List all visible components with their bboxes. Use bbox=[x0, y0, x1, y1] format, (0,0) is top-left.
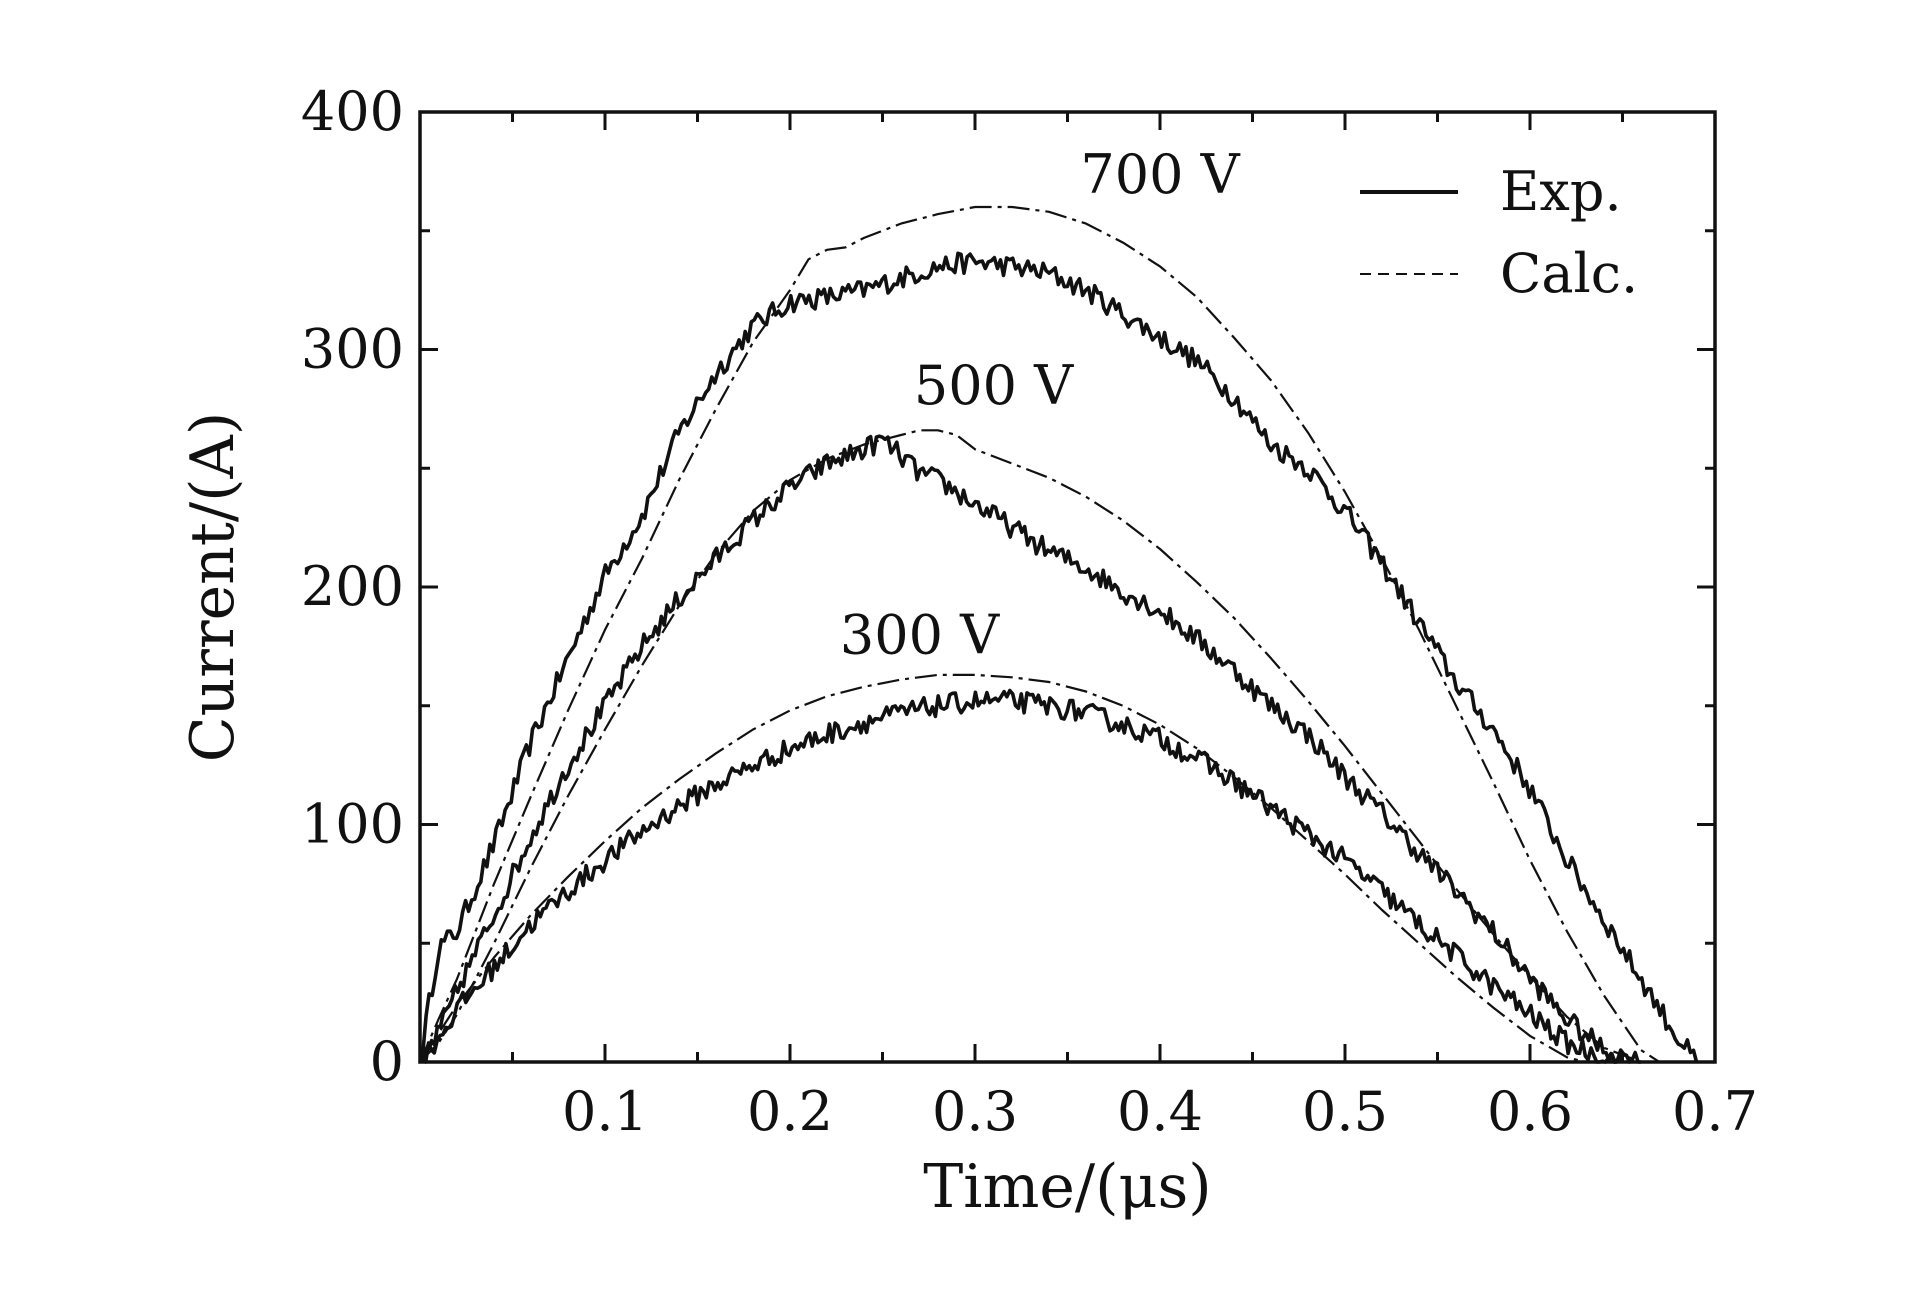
y-tick-label: 400 bbox=[301, 80, 404, 143]
y-tick-label: 200 bbox=[301, 555, 404, 618]
y-tick-label: 300 bbox=[301, 318, 404, 381]
x-tick-label: 0.3 bbox=[932, 1080, 1018, 1143]
y-axis-title: Current/(A) bbox=[178, 412, 248, 763]
series-annotations: 700 V 500 V 300 V bbox=[840, 143, 1241, 667]
legend-label-calc: Calc. bbox=[1500, 242, 1638, 305]
x-tick-label: 0.2 bbox=[747, 1080, 833, 1143]
x-tick-label: 0.1 bbox=[562, 1080, 648, 1143]
series-line-500-v-calc bbox=[419, 429, 1642, 1064]
annotation-700v: 700 V bbox=[1080, 143, 1240, 206]
annotation-300v: 300 V bbox=[840, 604, 1000, 667]
series-line-700-v-calc bbox=[418, 205, 1661, 1063]
series-line-300-v-exp bbox=[418, 688, 1625, 1064]
axis-tick-labels: 0.1 0.2 0.3 0.4 0.5 0.6 0.7 0 100 200 300 400 bbox=[301, 80, 1758, 1143]
x-tick-label: 0.5 bbox=[1302, 1080, 1388, 1143]
x-axis-title: Time/(μs) bbox=[923, 1152, 1211, 1222]
series-layer bbox=[418, 205, 1699, 1064]
series-line-300-v-calc bbox=[419, 673, 1586, 1064]
y-tick-label: 0 bbox=[370, 1030, 404, 1093]
x-tick-label: 0.4 bbox=[1117, 1080, 1203, 1143]
y-tick-label: 100 bbox=[301, 793, 404, 856]
legend: Exp. Calc. bbox=[1360, 160, 1638, 305]
annotation-500v: 500 V bbox=[914, 354, 1074, 417]
axis-ticks bbox=[420, 112, 1715, 1062]
x-tick-label: 0.6 bbox=[1487, 1080, 1573, 1143]
x-tick-label: 0.7 bbox=[1672, 1080, 1758, 1143]
series-line-700-v-exp bbox=[418, 251, 1699, 1063]
legend-label-exp: Exp. bbox=[1500, 160, 1622, 223]
